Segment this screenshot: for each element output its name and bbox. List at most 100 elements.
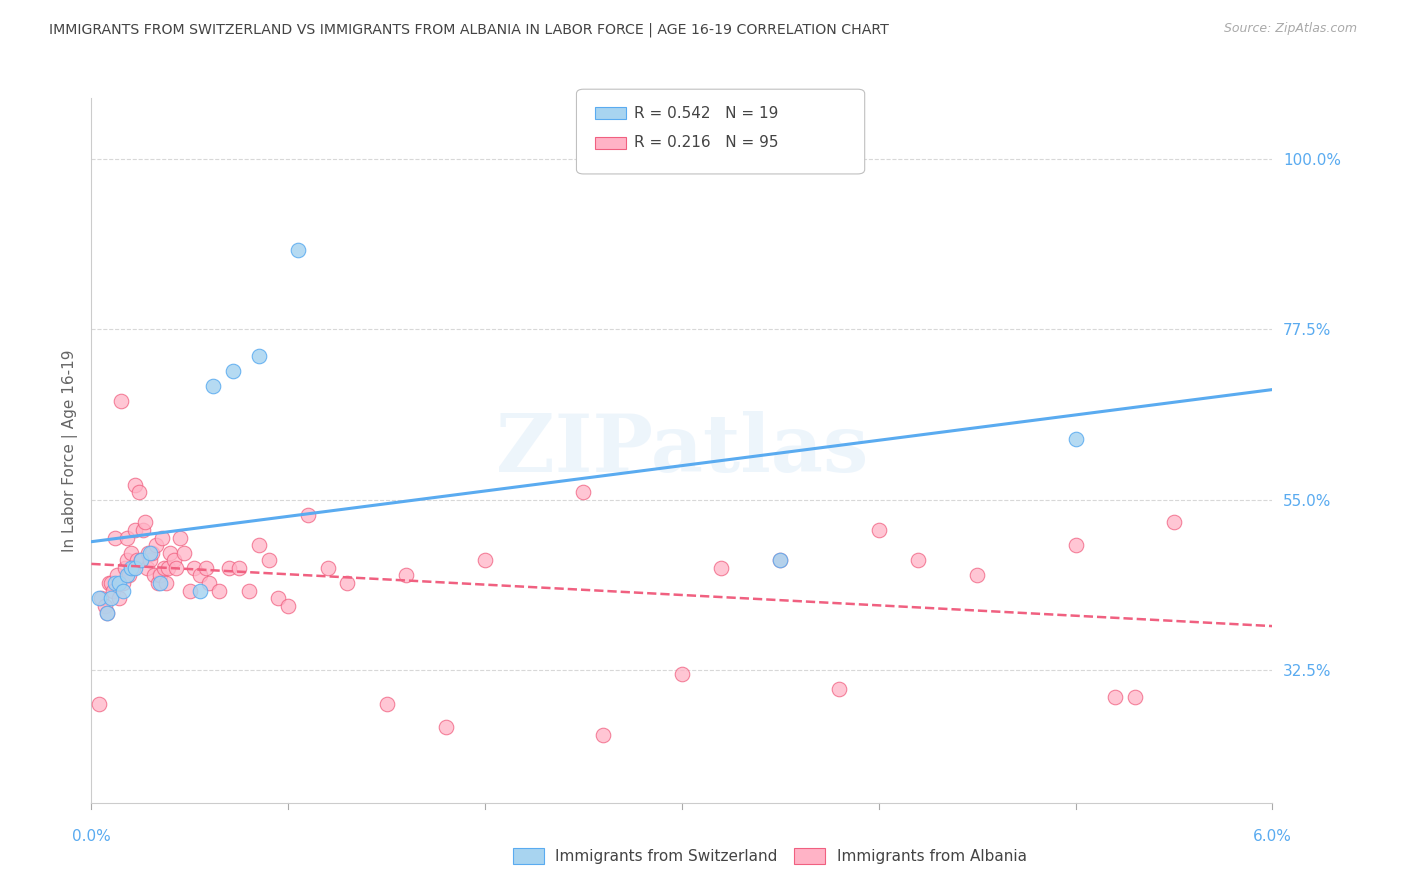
Point: [1163, 516, 1185, 530]
Point: [100, 591, 122, 606]
Point: [267, 591, 290, 606]
Point: [105, 568, 128, 582]
Point: [139, 553, 162, 567]
Text: Source: ZipAtlas.com: Source: ZipAtlas.com: [1223, 22, 1357, 36]
Point: [145, 538, 167, 552]
Point: [125, 553, 148, 567]
Point: [1064, 432, 1087, 446]
Point: [179, 583, 201, 598]
Point: [124, 477, 146, 491]
Point: [671, 667, 693, 681]
Point: [218, 561, 240, 575]
Point: [208, 583, 231, 598]
Text: IMMIGRANTS FROM SWITZERLAND VS IMMIGRANTS FROM ALBANIA IN LABOR FORCE | AGE 16-1: IMMIGRANTS FROM SWITZERLAND VS IMMIGRANT…: [49, 22, 889, 37]
Point: [1123, 690, 1146, 704]
Point: [1104, 690, 1126, 704]
Point: [316, 561, 339, 575]
Point: [108, 591, 131, 606]
Point: [148, 576, 170, 591]
Point: [1064, 538, 1087, 552]
Point: [111, 583, 134, 598]
Point: [155, 576, 177, 591]
Point: [121, 561, 143, 575]
Point: [157, 561, 180, 575]
Point: [104, 531, 127, 545]
Point: [336, 576, 359, 591]
Point: [228, 561, 250, 575]
Point: [710, 561, 733, 575]
Point: [138, 546, 160, 560]
Point: [395, 568, 418, 582]
Point: [120, 561, 142, 575]
Point: [135, 561, 157, 575]
Point: [150, 531, 173, 545]
Point: [202, 379, 225, 393]
Point: [94, 599, 117, 613]
Point: [124, 523, 146, 537]
Point: [115, 531, 138, 545]
Point: [198, 576, 221, 591]
Point: [474, 553, 496, 567]
Text: 6.0%: 6.0%: [1253, 830, 1292, 845]
Point: [159, 546, 181, 560]
Point: [163, 553, 186, 567]
Text: R = 0.216   N = 95: R = 0.216 N = 95: [634, 136, 779, 150]
Point: [149, 568, 172, 582]
Point: [247, 538, 270, 552]
Point: [222, 364, 245, 378]
Point: [124, 561, 146, 575]
Point: [143, 568, 166, 582]
Text: 0.0%: 0.0%: [72, 830, 111, 845]
Point: [194, 561, 217, 575]
Point: [173, 546, 195, 560]
Point: [165, 561, 187, 575]
Point: [188, 583, 211, 598]
Point: [572, 485, 595, 500]
Point: [104, 576, 127, 591]
Point: [89, 698, 111, 712]
Point: [277, 599, 299, 613]
Point: [89, 591, 111, 606]
Text: R = 0.542   N = 19: R = 0.542 N = 19: [634, 106, 779, 120]
Point: [118, 568, 141, 582]
Point: [98, 576, 121, 591]
Text: Immigrants from Albania: Immigrants from Albania: [837, 849, 1026, 863]
Point: [96, 607, 118, 621]
Text: Immigrants from Switzerland: Immigrants from Switzerland: [555, 849, 778, 863]
Point: [188, 568, 211, 582]
Point: [183, 561, 205, 575]
Point: [115, 568, 138, 582]
Point: [769, 553, 792, 567]
Point: [247, 349, 270, 363]
Point: [141, 546, 163, 560]
Point: [108, 576, 131, 591]
Point: [434, 720, 457, 734]
Point: [907, 553, 929, 567]
Point: [110, 394, 132, 409]
Y-axis label: In Labor Force | Age 16-19: In Labor Force | Age 16-19: [62, 349, 77, 552]
Point: [111, 576, 134, 591]
Point: [592, 728, 614, 742]
Point: [238, 583, 260, 598]
Point: [115, 553, 138, 567]
Point: [966, 568, 988, 582]
Point: [101, 583, 124, 598]
Point: [134, 516, 156, 530]
Point: [114, 561, 136, 575]
Point: [769, 553, 792, 567]
Point: [100, 576, 122, 591]
Point: [257, 553, 280, 567]
Point: [375, 698, 398, 712]
Point: [129, 553, 152, 567]
Point: [287, 243, 309, 257]
Point: [169, 531, 191, 545]
Point: [149, 576, 172, 591]
Point: [139, 546, 162, 560]
Point: [153, 561, 176, 575]
Point: [96, 607, 118, 621]
Point: [90, 591, 112, 606]
Text: ZIPatlas: ZIPatlas: [496, 411, 868, 490]
Point: [828, 682, 851, 697]
Point: [120, 546, 142, 560]
Point: [868, 523, 890, 537]
